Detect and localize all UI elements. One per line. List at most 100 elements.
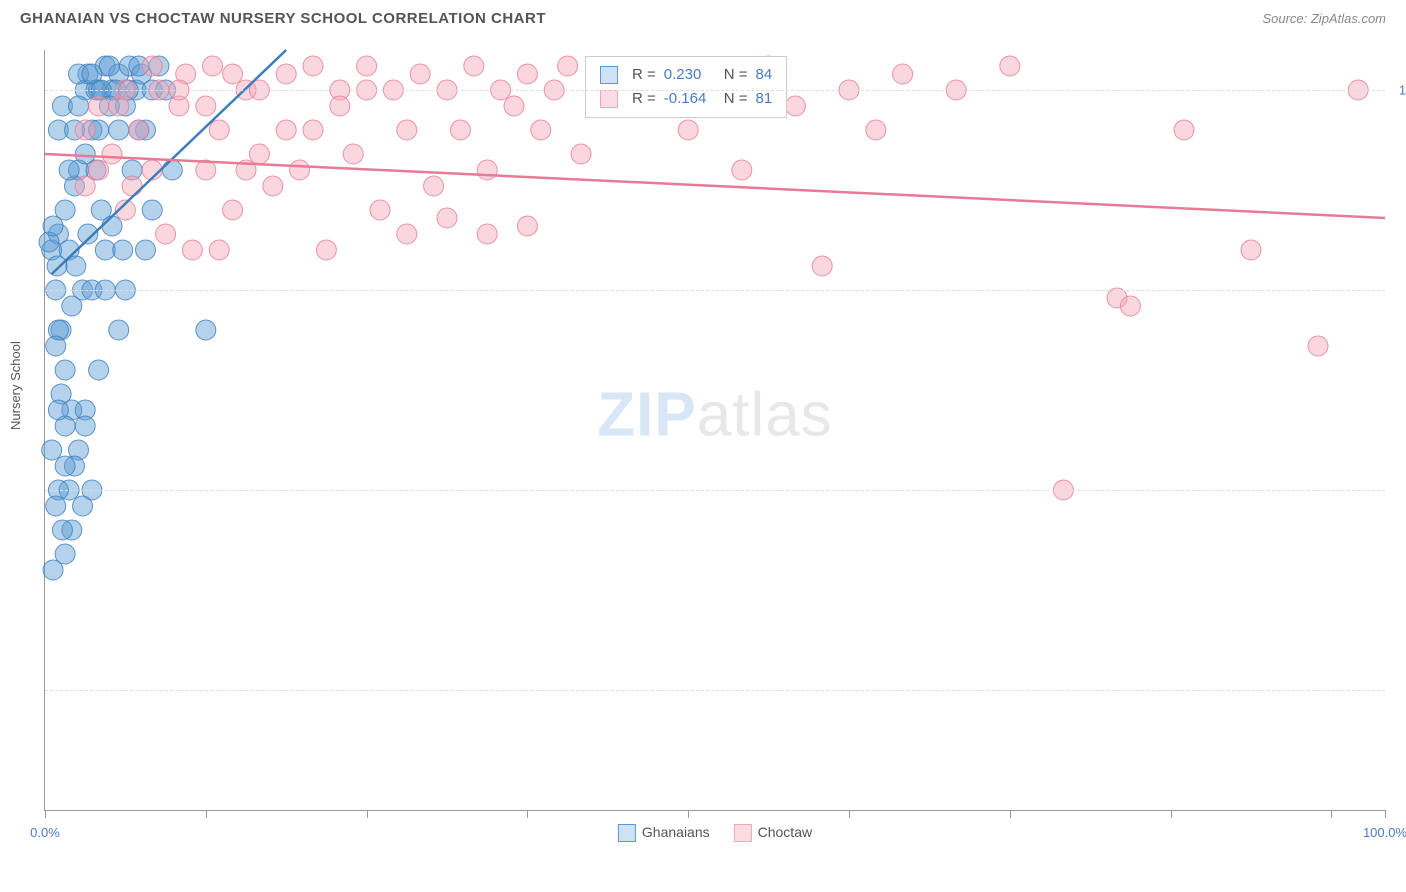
x-tick-label: 0.0% bbox=[30, 825, 60, 840]
scatter-svg bbox=[45, 50, 1385, 810]
data-point bbox=[209, 240, 229, 260]
data-point bbox=[303, 56, 323, 76]
data-point bbox=[464, 56, 484, 76]
data-point bbox=[182, 240, 202, 260]
data-point bbox=[276, 120, 296, 140]
legend-swatch bbox=[734, 824, 752, 842]
data-point bbox=[69, 96, 89, 116]
data-point bbox=[52, 520, 72, 540]
data-point bbox=[303, 120, 323, 140]
data-point bbox=[47, 256, 67, 276]
x-tick bbox=[849, 810, 850, 818]
data-point bbox=[477, 224, 497, 244]
data-point bbox=[1000, 56, 1020, 76]
data-point bbox=[1308, 336, 1328, 356]
r-label: R = bbox=[632, 63, 656, 87]
data-point bbox=[196, 320, 216, 340]
data-point bbox=[102, 216, 122, 236]
data-point bbox=[357, 56, 377, 76]
data-point bbox=[866, 120, 886, 140]
x-tick bbox=[1010, 810, 1011, 818]
data-point bbox=[109, 320, 129, 340]
x-tick bbox=[688, 810, 689, 818]
x-tick bbox=[45, 810, 46, 818]
data-point bbox=[424, 176, 444, 196]
legend-item: Ghanaians bbox=[618, 824, 710, 842]
gridline bbox=[45, 490, 1385, 491]
y-tick-label: 100.0% bbox=[1399, 83, 1406, 98]
x-tick bbox=[206, 810, 207, 818]
stats-row: R =0.230N =84 bbox=[600, 63, 772, 87]
data-point bbox=[276, 64, 296, 84]
data-point bbox=[504, 96, 524, 116]
data-point bbox=[1241, 240, 1261, 260]
data-point bbox=[196, 96, 216, 116]
source-attribution: Source: ZipAtlas.com bbox=[1262, 11, 1386, 26]
data-point bbox=[42, 440, 62, 460]
data-point bbox=[89, 160, 109, 180]
data-point bbox=[249, 144, 269, 164]
data-point bbox=[162, 160, 182, 180]
data-point bbox=[55, 360, 75, 380]
chart-plot-area: ZIPatlas R =0.230N =84R =-0.164N =81 Gha… bbox=[44, 50, 1385, 811]
series-swatch bbox=[600, 66, 618, 84]
n-value: 84 bbox=[756, 63, 773, 87]
data-point bbox=[558, 56, 578, 76]
data-point bbox=[113, 240, 133, 260]
legend-bottom: Ghanaians Choctaw bbox=[618, 824, 812, 842]
data-point bbox=[209, 120, 229, 140]
gridline bbox=[45, 690, 1385, 691]
data-point bbox=[517, 216, 537, 236]
gridline bbox=[45, 90, 1385, 91]
data-point bbox=[1174, 120, 1194, 140]
data-point bbox=[75, 176, 95, 196]
data-point bbox=[316, 240, 336, 260]
data-point bbox=[477, 160, 497, 180]
data-point bbox=[142, 200, 162, 220]
data-point bbox=[1120, 296, 1140, 316]
chart-title: GHANAIAN VS CHOCTAW NURSERY SCHOOL CORRE… bbox=[20, 10, 546, 27]
data-point bbox=[48, 400, 68, 420]
data-point bbox=[450, 120, 470, 140]
data-point bbox=[142, 56, 162, 76]
data-point bbox=[893, 64, 913, 84]
data-point bbox=[136, 240, 156, 260]
x-tick bbox=[527, 810, 528, 818]
data-point bbox=[678, 120, 698, 140]
data-point bbox=[531, 120, 551, 140]
data-point bbox=[370, 200, 390, 220]
data-point bbox=[410, 64, 430, 84]
data-point bbox=[263, 176, 283, 196]
correlation-stats-box: R =0.230N =84R =-0.164N =81 bbox=[585, 56, 787, 118]
data-point bbox=[55, 456, 75, 476]
data-point bbox=[43, 216, 63, 236]
x-tick bbox=[367, 810, 368, 818]
legend-label: Choctaw bbox=[758, 824, 812, 840]
x-tick bbox=[1171, 810, 1172, 818]
series-swatch bbox=[600, 90, 618, 108]
x-tick-label: 100.0% bbox=[1363, 825, 1406, 840]
n-label: N = bbox=[724, 63, 748, 87]
trend-line bbox=[45, 154, 1385, 218]
legend-swatch bbox=[618, 824, 636, 842]
data-point bbox=[75, 120, 95, 140]
x-tick bbox=[1385, 810, 1386, 818]
data-point bbox=[203, 56, 223, 76]
legend-label: Ghanaians bbox=[642, 824, 710, 840]
data-point bbox=[46, 336, 66, 356]
data-point bbox=[785, 96, 805, 116]
data-point bbox=[89, 96, 109, 116]
data-point bbox=[517, 64, 537, 84]
data-point bbox=[59, 160, 79, 180]
legend-item: Choctaw bbox=[734, 824, 812, 842]
data-point bbox=[73, 496, 93, 516]
data-point bbox=[129, 120, 149, 140]
y-axis-label: Nursery School bbox=[8, 341, 23, 430]
data-point bbox=[75, 416, 95, 436]
data-point bbox=[122, 176, 142, 196]
data-point bbox=[397, 224, 417, 244]
data-point bbox=[330, 96, 350, 116]
data-point bbox=[732, 160, 752, 180]
data-point bbox=[89, 360, 109, 380]
x-tick bbox=[1331, 810, 1332, 818]
